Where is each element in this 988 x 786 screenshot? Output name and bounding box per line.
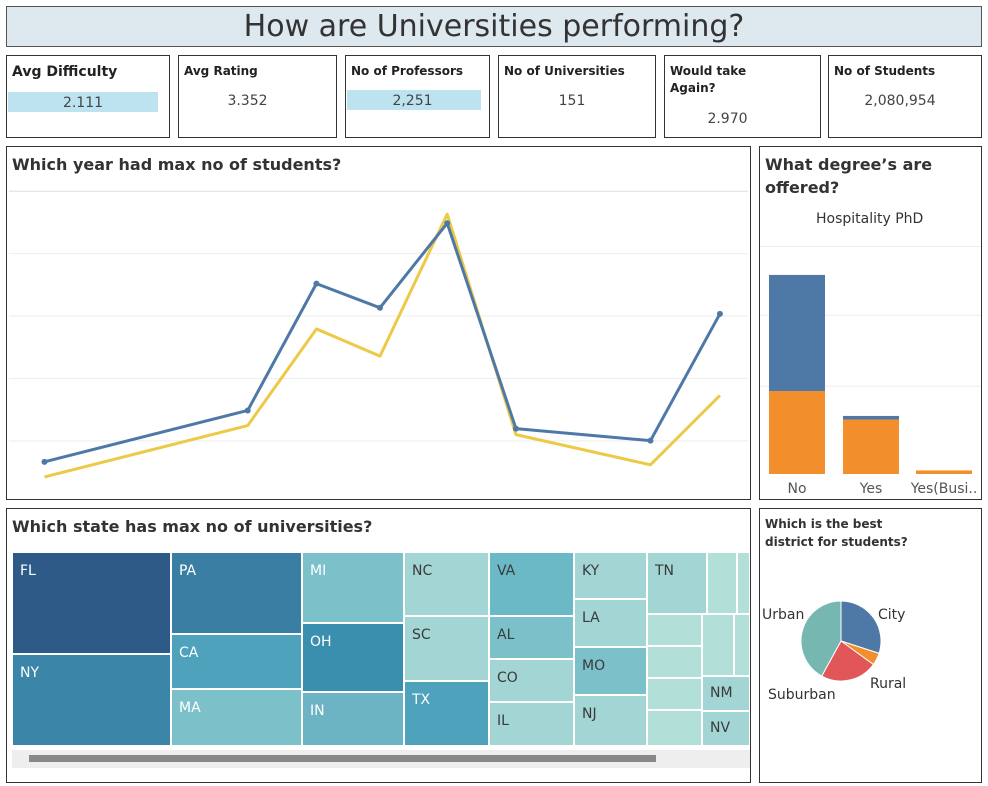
treemap-tile-sc[interactable]: SC: [404, 616, 489, 681]
treemap-tile[interactable]: [647, 678, 702, 710]
dashboard-title: How are Universities performing?: [6, 6, 982, 47]
bar: [843, 419, 899, 474]
treemap-tile-pa[interactable]: PA: [171, 552, 302, 634]
treemap-tile-ny[interactable]: NY: [12, 654, 171, 746]
bar-chart-title: What degree’s are offered?: [765, 153, 932, 199]
treemap-tile-il[interactable]: IL: [489, 702, 574, 746]
pie-chart-title-line: Which is the best: [765, 517, 883, 531]
bar-chart-title-line: offered?: [765, 178, 840, 197]
pie-label: Rural: [870, 676, 906, 692]
kpi-label: Avg Difficulty: [12, 64, 118, 80]
kpi-card-no-of-universities[interactable]: No of Universities 151: [498, 55, 656, 138]
bar-chart-subtitle: Hospitality PhD: [816, 211, 924, 227]
treemap-tile[interactable]: [734, 614, 750, 676]
bar: [769, 391, 825, 474]
kpi-card-avg-difficulty[interactable]: Avg Difficulty 2.111: [6, 55, 170, 138]
data-point: [647, 437, 654, 444]
treemap-tile-nv[interactable]: NV: [702, 711, 750, 746]
treemap-tile[interactable]: [707, 552, 737, 614]
bar: [843, 415, 899, 420]
treemap-tile-nj[interactable]: NJ: [574, 695, 647, 746]
kpi-value: 3.352: [227, 93, 268, 109]
kpi-card-no-of-professors[interactable]: No of Professors 2,251: [345, 55, 490, 138]
data-point: [41, 458, 48, 465]
treemap-tile-ma[interactable]: MA: [171, 689, 302, 746]
data-point: [716, 310, 723, 317]
treemap-tile-al[interactable]: AL: [489, 616, 574, 659]
kpi-label-line: Again?: [670, 81, 716, 95]
bar-chart[interactable]: No Yes Yes(Busi..: [760, 147, 981, 499]
pie-slice: [800, 600, 842, 677]
treemap-tile-tn[interactable]: TN: [647, 552, 707, 614]
bar-chart-title-line: What degree’s are: [765, 155, 933, 174]
treemap-tile-ca[interactable]: CA: [171, 634, 302, 689]
pie-chart[interactable]: City Rural Suburban Urban: [760, 509, 981, 782]
data-point: [244, 407, 251, 414]
kpi-value: 151: [558, 93, 586, 109]
treemap-tile[interactable]: [702, 614, 734, 676]
data-point: [376, 304, 383, 311]
kpi-highlight: [347, 90, 481, 110]
kpi-card-avg-rating[interactable]: Avg Rating 3.352: [178, 55, 337, 138]
kpi-value: 2,251: [392, 93, 433, 109]
treemap-tile-nc[interactable]: NC: [404, 552, 489, 616]
treemap-tile-oh[interactable]: OH: [302, 623, 404, 692]
data-point: [512, 425, 519, 432]
treemap-tile-mo[interactable]: MO: [574, 647, 647, 695]
series-line: [44, 221, 722, 464]
treemap-chart: FL NY PA CA MA MI OH IN NC SC TX VA AL CO IL KY LA MO NJ TN…: [12, 552, 750, 746]
kpi-label: Avg Rating: [184, 64, 258, 78]
data-point: [313, 280, 320, 287]
treemap-tile-mi[interactable]: MI: [302, 552, 404, 623]
x-tick-label: Yes(Busi..: [910, 481, 978, 497]
treemap-tile-co[interactable]: CO: [489, 659, 574, 702]
x-tick-label: Yes: [859, 481, 883, 497]
treemap-tile[interactable]: [647, 710, 702, 746]
line-chart[interactable]: [7, 147, 750, 499]
kpi-label: No of Universities: [504, 64, 625, 78]
treemap-tile-nm[interactable]: NM: [702, 676, 750, 711]
pie-chart-title: Which is the best district for students?: [765, 515, 908, 551]
treemap-tile[interactable]: [647, 646, 702, 678]
treemap-tile-ky[interactable]: KY: [574, 552, 647, 599]
pie-label: City: [878, 607, 905, 623]
pie-label: Suburban: [768, 687, 836, 703]
kpi-card-no-of-students[interactable]: No of Students 2,080,954: [828, 55, 982, 138]
kpi-label: Would take Again?: [670, 63, 746, 97]
horizontal-scrollbar[interactable]: [12, 750, 750, 768]
treemap-tile-la[interactable]: LA: [574, 599, 647, 647]
treemap-tile-fl[interactable]: FL: [12, 552, 171, 654]
pie-label: Urban: [762, 607, 804, 623]
kpi-value: 2.111: [62, 95, 104, 111]
kpi-label: No of Professors: [351, 64, 464, 78]
data-point: [444, 220, 451, 227]
scrollbar-thumb[interactable]: [29, 755, 656, 762]
kpi-highlight: [8, 92, 158, 112]
treemap-tile-va[interactable]: VA: [489, 552, 574, 616]
bar: [769, 274, 825, 392]
pie-slice: [840, 600, 882, 654]
treemap-panel: Which state has max no of universities? …: [6, 508, 751, 783]
pie-chart-panel: Which is the best district for students?…: [759, 508, 982, 783]
x-tick-label: No: [787, 481, 806, 497]
line-chart-panel: Which year had max no of students?: [6, 146, 751, 500]
series-line: [44, 212, 721, 479]
kpi-card-would-take-again[interactable]: Would take Again? 2.970: [664, 55, 821, 138]
treemap-tile-tx[interactable]: TX: [404, 681, 489, 746]
pie-slice: [821, 640, 875, 682]
line-chart-title: Which year had max no of students?: [12, 155, 342, 174]
treemap-tile[interactable]: [737, 552, 750, 614]
kpi-value: 2,080,954: [864, 93, 936, 109]
treemap-title: Which state has max no of universities?: [12, 517, 373, 536]
treemap-tile-in[interactable]: IN: [302, 692, 404, 746]
pie-chart-title-line: district for students?: [765, 535, 908, 549]
bar: [916, 470, 972, 474]
treemap-tile[interactable]: [647, 614, 702, 646]
kpi-value: 2.970: [707, 111, 748, 127]
kpi-label-line: Would take: [670, 64, 747, 78]
bar-chart-panel: What degree’s are offered? Hospitality P…: [759, 146, 982, 500]
kpi-label: No of Students: [834, 64, 936, 78]
